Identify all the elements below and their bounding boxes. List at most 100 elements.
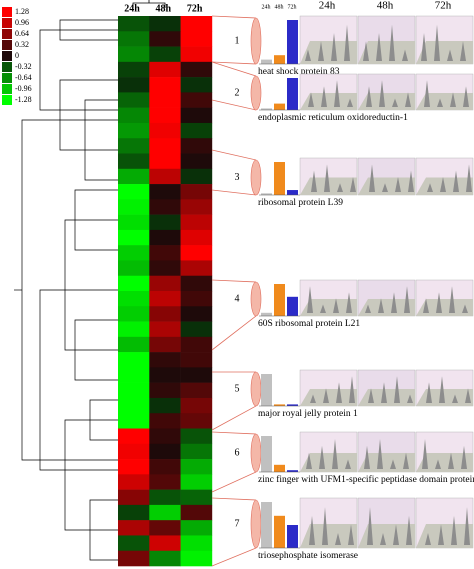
scale-label: -0.64 — [15, 73, 32, 82]
dendrogram-branch — [64, 419, 118, 531]
surface-peak — [461, 445, 467, 469]
callout-label: 60S ribosomal protein L21 — [258, 319, 360, 329]
surface-peak — [394, 376, 400, 403]
surface-peak — [334, 80, 340, 107]
surface-peak — [403, 452, 409, 469]
heatmap-cell — [180, 535, 213, 552]
surface-peak — [323, 388, 329, 403]
callout-number: 7 — [235, 518, 240, 529]
heatmap-cell — [180, 550, 213, 567]
heatmap-cell — [149, 321, 181, 338]
heatmap-cell — [118, 61, 150, 78]
heatmap-cell — [118, 291, 150, 307]
heatmap-cell — [180, 459, 213, 475]
heatmap-cell — [180, 504, 213, 521]
heatmap-cell — [180, 122, 213, 139]
surface-peak — [310, 394, 316, 403]
callout-wedge — [211, 61, 257, 111]
surface-plane — [358, 389, 415, 406]
surface-peak — [460, 41, 466, 61]
heatmap-cell — [180, 306, 213, 322]
surface-peak — [344, 24, 350, 61]
surface-peak — [421, 32, 427, 61]
heatmap-cell — [118, 199, 150, 215]
heatmap-cell — [149, 260, 181, 277]
surface-peak — [390, 459, 396, 469]
scale-label: 0.64 — [15, 29, 29, 38]
heatmap-cell — [118, 122, 150, 139]
surface-peak — [381, 382, 387, 403]
heatmap-cell — [180, 46, 213, 63]
surface-peak — [466, 164, 472, 192]
callout-ellipse — [250, 281, 262, 317]
surface-peak — [331, 32, 337, 61]
surface-peak — [378, 298, 384, 313]
callout-label: zinc finger with UFM1-specific peptidase… — [258, 474, 474, 485]
callout-label: ribosomal protein L39 — [258, 198, 343, 208]
surface-peak — [450, 92, 456, 107]
bar-label: 72h — [288, 4, 297, 10]
scale-label: 1.28 — [15, 7, 29, 16]
surface-peak — [319, 445, 325, 469]
heatmap-cell — [180, 321, 213, 338]
surface-plane — [358, 453, 415, 472]
surface-peak — [369, 164, 375, 192]
scale-swatch — [2, 40, 12, 50]
heatmap-cell — [118, 168, 150, 185]
callout-number: 5 — [235, 383, 240, 394]
heatmap-cell — [118, 413, 150, 429]
surface-peak — [367, 507, 373, 545]
heatmap-cell — [149, 550, 181, 567]
surface-peak — [349, 376, 355, 403]
heatmap-cell — [118, 504, 150, 521]
heatmap-cell — [180, 153, 213, 170]
heatmap-cell — [180, 168, 213, 185]
heatmap-cell — [149, 459, 181, 475]
surface-peak — [434, 24, 440, 61]
bar — [261, 502, 272, 548]
heatmap-cell — [118, 397, 150, 414]
callout-number-bg — [231, 171, 243, 184]
heatmap-cell — [180, 382, 213, 399]
bar-label: 48h — [275, 4, 284, 10]
bar — [261, 312, 272, 316]
callout-label: heat shock protein 83 — [258, 67, 340, 77]
bar — [287, 20, 298, 64]
heatmap-cell — [149, 122, 181, 139]
surface-peak — [393, 524, 399, 545]
heatmap-cell — [149, 46, 181, 63]
heatmap-cell — [118, 382, 150, 399]
dendrogram-branch — [74, 319, 118, 381]
heatmap-cell — [118, 428, 150, 445]
surface-peak — [436, 292, 442, 313]
surface-peak — [368, 388, 374, 403]
surface-peak — [402, 49, 408, 61]
callout-number: 1 — [235, 35, 240, 46]
surface-peak — [405, 92, 411, 107]
callout-number-bg — [231, 518, 243, 530]
bar — [261, 108, 272, 110]
dendrogram-branch — [59, 19, 118, 41]
heatmap-cell — [180, 184, 213, 200]
scale-swatch — [2, 73, 12, 83]
heatmap-cell — [180, 16, 213, 32]
heatmap-cell — [118, 245, 150, 261]
heatmap-cell — [118, 367, 150, 383]
scale-swatch — [2, 84, 12, 94]
surface-peak — [309, 515, 315, 545]
heatmap-cell — [118, 153, 150, 170]
heatmap-cell — [180, 77, 213, 93]
heatmap-cell — [180, 397, 213, 414]
heatmap-cell — [118, 321, 150, 338]
surface-peak — [332, 438, 338, 469]
heatmap-cell — [118, 92, 150, 108]
scale-label: 0.32 — [15, 40, 29, 49]
heatmap-cell — [180, 260, 213, 277]
heatmap-cell — [118, 535, 150, 552]
heatmap-cell — [149, 443, 181, 460]
surface-peak — [324, 164, 330, 192]
heatmap-cell — [118, 336, 150, 353]
heatmap-cell — [149, 184, 181, 200]
heatmap-cell — [149, 367, 181, 383]
heatmap-cell — [118, 275, 150, 292]
